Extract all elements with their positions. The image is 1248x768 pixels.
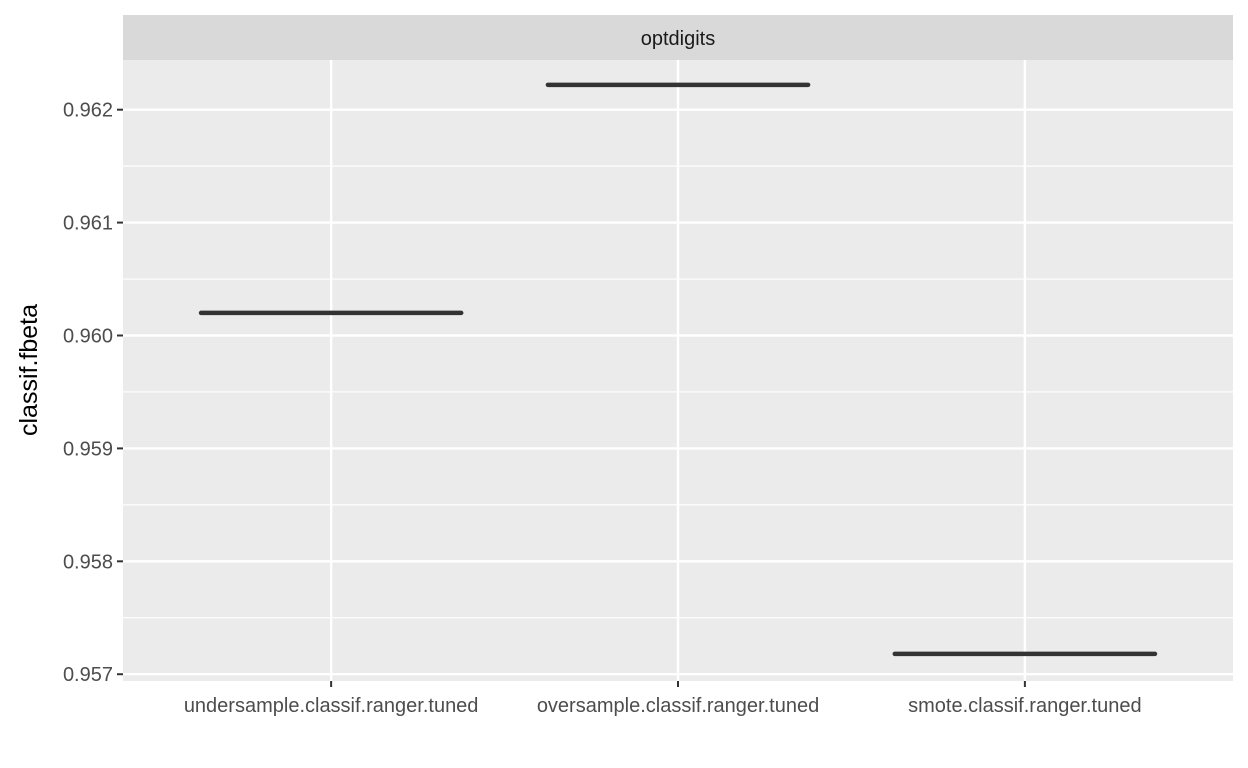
x-axis: undersample.classif.ranger.tuned oversamp… [184,681,1142,717]
y-tick-label: 0.957 [63,664,113,686]
y-axis: 0.957 0.958 0.959 0.960 0.961 0.962 [63,100,123,686]
y-axis-title: classif.fbeta [15,304,43,436]
facet-strip-label: optdigits [641,28,716,50]
y-tick-label: 0.960 [63,325,113,347]
y-tick-label: 0.961 [63,213,113,235]
facet-strip [123,15,1233,60]
x-tick-label: undersample.classif.ranger.tuned [184,695,479,717]
y-tick-label: 0.962 [63,100,113,122]
major-gridlines [123,60,1233,681]
x-tick-label: oversample.classif.ranger.tuned [537,695,819,717]
box-marks [198,82,1158,657]
y-tick-label: 0.958 [63,551,113,573]
y-tick-label: 0.959 [63,438,113,460]
x-tick-label: smote.classif.ranger.tuned [908,695,1141,717]
